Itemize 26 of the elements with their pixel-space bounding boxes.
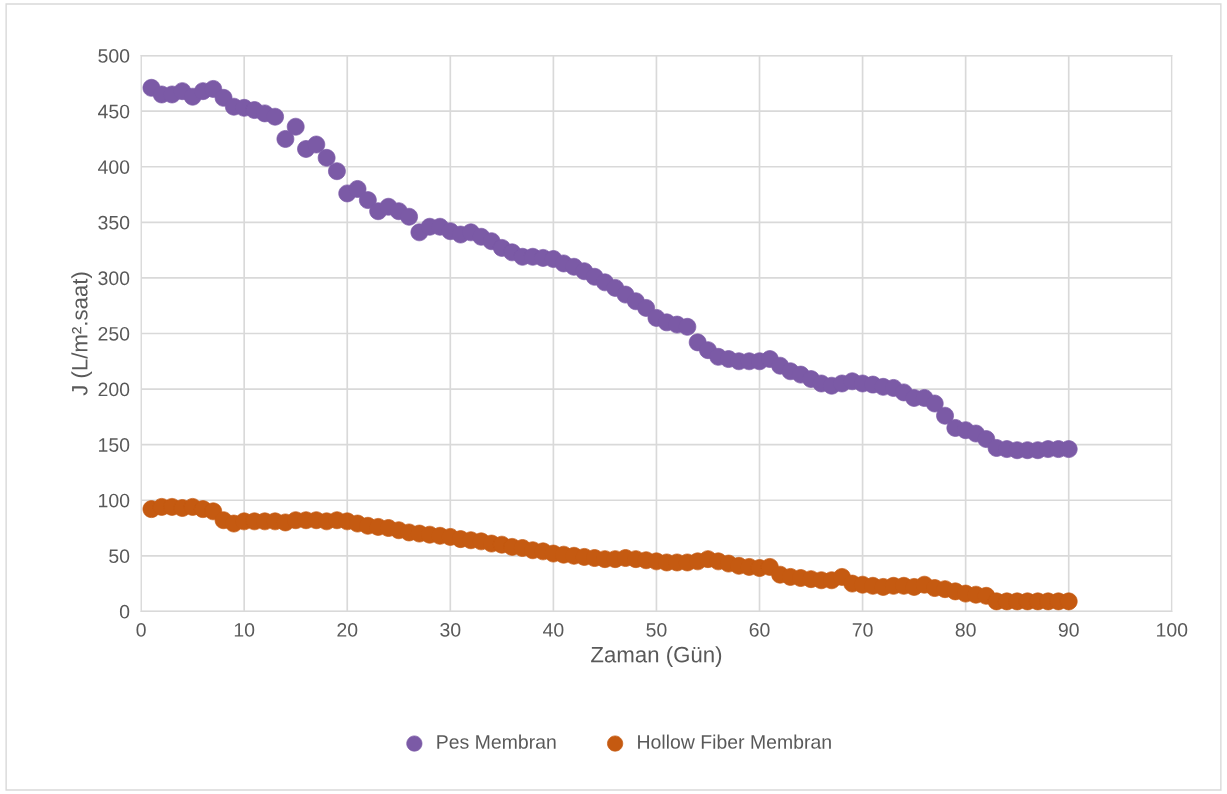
y-tick-label: 200 <box>98 382 130 397</box>
y-tick-label: 350 <box>98 215 130 230</box>
x-tick-label: 0 <box>136 623 146 637</box>
legend-label: Hollow Fiber Membran <box>638 734 831 749</box>
y-tick-label: 100 <box>99 493 130 508</box>
y-tick-label: 50 <box>109 549 130 564</box>
x-tick-label: 60 <box>749 623 770 637</box>
y-tick-label: 500 <box>98 49 130 63</box>
x-tick-label: 50 <box>646 623 667 637</box>
x-tick-label: 100 <box>1157 623 1188 637</box>
y-tick-label: 250 <box>98 326 130 341</box>
y-tick-label: 0 <box>119 604 130 619</box>
legend-label: Pes Membran <box>437 734 556 749</box>
x-tick-label: 40 <box>543 623 564 637</box>
y-tick-label: 150 <box>99 438 130 452</box>
y-tick-label: 300 <box>98 271 130 286</box>
x-axis-title: Zaman (Gün) <box>591 646 722 667</box>
y-tick-label: 450 <box>98 104 130 119</box>
y-tick-label: 400 <box>98 160 130 174</box>
y-axis-title: J (L/m².saat) <box>71 272 92 396</box>
x-tick-label: 90 <box>1058 623 1079 637</box>
x-tick-label: 30 <box>440 623 461 637</box>
x-tick-label: 20 <box>337 623 358 637</box>
x-tick-label: 80 <box>955 623 976 637</box>
x-tick-label: 70 <box>852 623 873 637</box>
x-tick-label: 10 <box>234 623 255 637</box>
